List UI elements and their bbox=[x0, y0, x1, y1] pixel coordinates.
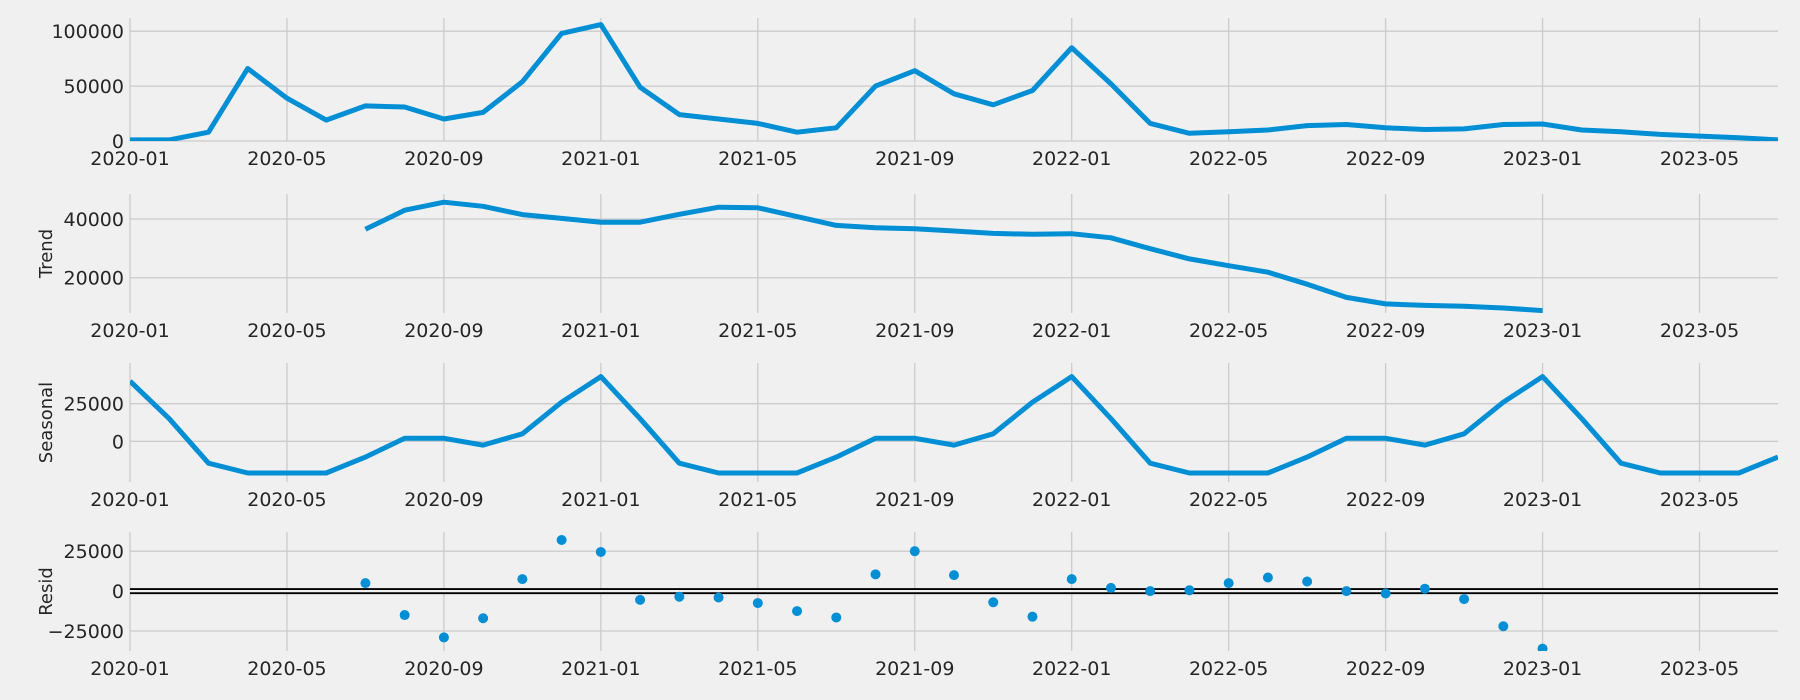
resid-point bbox=[1066, 574, 1077, 585]
series-line bbox=[364, 199, 1543, 313]
x-tick-label: 2023-05 bbox=[1660, 489, 1739, 511]
x-tick-label: 2021-01 bbox=[561, 489, 640, 511]
x-tick-label: 2022-05 bbox=[1189, 148, 1268, 170]
x-tick-label: 2020-09 bbox=[404, 320, 483, 342]
resid-point bbox=[1419, 583, 1430, 594]
x-tick-label: 2020-05 bbox=[247, 658, 326, 680]
y-tick-label: 20000 bbox=[64, 268, 124, 290]
resid-point bbox=[595, 546, 606, 557]
x-tick-label: 2020-05 bbox=[247, 489, 326, 511]
x-tick-label: 2023-05 bbox=[1660, 148, 1739, 170]
x-tick-label: 2021-05 bbox=[718, 489, 797, 511]
y-tick-label: 0 bbox=[112, 581, 124, 603]
x-tick-label: 2021-09 bbox=[875, 148, 954, 170]
x-tick-label: 2022-09 bbox=[1346, 148, 1425, 170]
x-tick-label: 2021-05 bbox=[718, 658, 797, 680]
resid-point bbox=[1262, 572, 1273, 583]
x-tick-label: 2022-01 bbox=[1032, 148, 1111, 170]
x-tick-label: 2022-01 bbox=[1032, 489, 1111, 511]
x-tick-label: 2021-01 bbox=[561, 658, 640, 680]
x-tick-label: 2020-09 bbox=[404, 658, 483, 680]
panel-1: 0 50000 100000 2020-01 2020-05 2020-09 2021-01… bbox=[51, 18, 1778, 170]
x-tick-label: 2022-05 bbox=[1189, 489, 1268, 511]
x-tick-label: 2022-01 bbox=[1032, 320, 1111, 342]
panel-4: −25000 0 25000 2020-01 2020-05 2020-09 2021-01… bbox=[36, 532, 1778, 680]
x-tick-label: 2020-01 bbox=[90, 658, 169, 680]
series-line bbox=[130, 22, 1778, 141]
resid-point bbox=[988, 597, 999, 608]
x-tick-label: 2022-05 bbox=[1189, 658, 1268, 680]
resid-point bbox=[949, 570, 959, 581]
x-tick-label: 2023-01 bbox=[1503, 489, 1582, 511]
resid-point bbox=[556, 534, 567, 545]
x-tick-label: 2023-05 bbox=[1660, 658, 1739, 680]
y-tick-label: 100000 bbox=[51, 21, 124, 43]
x-tick-label: 2020-01 bbox=[90, 148, 169, 170]
resid-point bbox=[1341, 586, 1352, 597]
resid-point bbox=[1027, 611, 1038, 622]
y-axis-label: Resid bbox=[36, 567, 57, 616]
y-tick-label: 40000 bbox=[64, 209, 124, 231]
resid-point bbox=[1302, 576, 1313, 587]
y-tick-label: −25000 bbox=[48, 621, 124, 643]
resid-point bbox=[1459, 594, 1470, 605]
resid-point bbox=[792, 606, 803, 617]
resid-point bbox=[831, 612, 842, 623]
x-tick-label: 2022-09 bbox=[1346, 658, 1425, 680]
series-line bbox=[130, 374, 1778, 476]
x-tick-label: 2021-09 bbox=[875, 658, 954, 680]
x-tick-label: 2023-05 bbox=[1660, 320, 1739, 342]
resid-point bbox=[870, 569, 881, 580]
resid-point bbox=[713, 592, 724, 603]
x-tick-label: 2020-09 bbox=[404, 148, 483, 170]
y-tick-label: 50000 bbox=[64, 76, 124, 98]
resid-point bbox=[752, 598, 763, 609]
x-tick-label: 2022-05 bbox=[1189, 320, 1268, 342]
resid-point bbox=[478, 613, 489, 624]
x-tick-label: 2023-01 bbox=[1503, 320, 1582, 342]
y-tick-label: 25000 bbox=[64, 541, 124, 563]
x-tick-label: 2021-05 bbox=[718, 148, 797, 170]
y-tick-label: 0 bbox=[112, 131, 124, 153]
x-tick-label: 2021-05 bbox=[718, 320, 797, 342]
resid-point bbox=[909, 546, 920, 557]
y-tick-label: 25000 bbox=[64, 394, 124, 416]
resid-point bbox=[1145, 586, 1156, 597]
y-tick-label: 0 bbox=[112, 431, 124, 453]
y-axis-label: Seasonal bbox=[36, 382, 57, 463]
panel-2: 20000 40000 2020-01 2020-05 2020-09 2021-01 20… bbox=[36, 194, 1778, 342]
x-tick-label: 2021-01 bbox=[561, 148, 640, 170]
panel-3: 0 25000 2020-01 2020-05 2020-09 2021-01 2021-0… bbox=[36, 363, 1778, 511]
x-tick-label: 2023-01 bbox=[1503, 658, 1582, 680]
resid-point bbox=[1380, 588, 1391, 599]
x-tick-label: 2022-09 bbox=[1346, 489, 1425, 511]
resid-point bbox=[517, 574, 528, 585]
resid-point bbox=[1105, 582, 1116, 593]
x-tick-label: 2020-09 bbox=[404, 489, 483, 511]
resid-point bbox=[1184, 585, 1195, 596]
x-tick-label: 2020-01 bbox=[90, 489, 169, 511]
resid-point bbox=[1498, 621, 1509, 632]
resid-point bbox=[360, 578, 371, 589]
resid-point bbox=[399, 610, 410, 621]
resid-point bbox=[674, 591, 685, 602]
x-tick-label: 2022-09 bbox=[1346, 320, 1425, 342]
resid-point bbox=[438, 632, 449, 643]
resid-point bbox=[1537, 643, 1548, 651]
y-axis-label: Trend bbox=[36, 229, 57, 279]
x-tick-label: 2023-01 bbox=[1503, 148, 1582, 170]
x-tick-label: 2021-09 bbox=[875, 489, 954, 511]
x-tick-label: 2020-05 bbox=[247, 320, 326, 342]
x-tick-label: 2021-09 bbox=[875, 320, 954, 342]
x-tick-label: 2020-05 bbox=[247, 148, 326, 170]
resid-point bbox=[1223, 578, 1234, 589]
x-tick-label: 2021-01 bbox=[561, 320, 640, 342]
resid-point bbox=[635, 594, 646, 605]
x-tick-label: 2022-01 bbox=[1032, 658, 1111, 680]
x-tick-label: 2020-01 bbox=[90, 320, 169, 342]
